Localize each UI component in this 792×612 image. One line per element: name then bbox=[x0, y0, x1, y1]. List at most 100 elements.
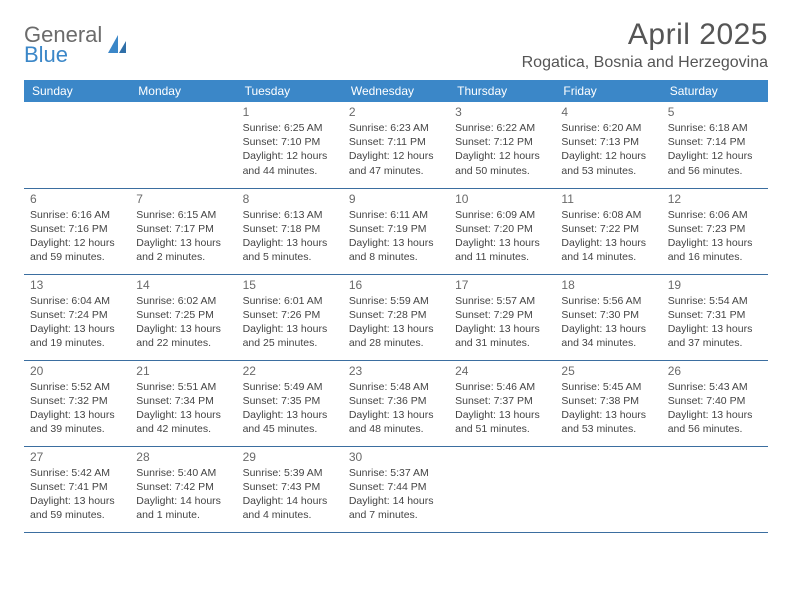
daylight-line: and 56 minutes. bbox=[668, 164, 762, 178]
sunrise-line: Sunrise: 6:22 AM bbox=[455, 121, 549, 135]
day-number: 21 bbox=[136, 364, 230, 378]
daylight-line: Daylight: 13 hours bbox=[561, 236, 655, 250]
daylight-line: and 19 minutes. bbox=[30, 336, 124, 350]
sunset-line: Sunset: 7:31 PM bbox=[668, 308, 762, 322]
calendar-empty bbox=[130, 102, 236, 188]
day-number: 1 bbox=[243, 105, 337, 119]
daylight-line: Daylight: 12 hours bbox=[243, 149, 337, 163]
calendar-empty bbox=[449, 446, 555, 532]
day-header: Saturday bbox=[662, 80, 768, 102]
sunset-line: Sunset: 7:20 PM bbox=[455, 222, 549, 236]
sunset-line: Sunset: 7:13 PM bbox=[561, 135, 655, 149]
daylight-line: Daylight: 13 hours bbox=[668, 322, 762, 336]
calendar-day: 19Sunrise: 5:54 AMSunset: 7:31 PMDayligh… bbox=[662, 274, 768, 360]
daylight-line: and 2 minutes. bbox=[136, 250, 230, 264]
title-block: April 2025 Rogatica, Bosnia and Herzegov… bbox=[522, 18, 768, 72]
sunrise-line: Sunrise: 6:13 AM bbox=[243, 208, 337, 222]
calendar-body: 1Sunrise: 6:25 AMSunset: 7:10 PMDaylight… bbox=[24, 102, 768, 532]
day-number: 8 bbox=[243, 192, 337, 206]
daylight-line: Daylight: 14 hours bbox=[243, 494, 337, 508]
sunset-line: Sunset: 7:12 PM bbox=[455, 135, 549, 149]
sunrise-line: Sunrise: 6:02 AM bbox=[136, 294, 230, 308]
daylight-line: Daylight: 13 hours bbox=[243, 408, 337, 422]
calendar-day: 2Sunrise: 6:23 AMSunset: 7:11 PMDaylight… bbox=[343, 102, 449, 188]
daylight-line: and 42 minutes. bbox=[136, 422, 230, 436]
daylight-line: and 53 minutes. bbox=[561, 422, 655, 436]
calendar-day: 18Sunrise: 5:56 AMSunset: 7:30 PMDayligh… bbox=[555, 274, 661, 360]
calendar-week: 6Sunrise: 6:16 AMSunset: 7:16 PMDaylight… bbox=[24, 188, 768, 274]
daylight-line: and 4 minutes. bbox=[243, 508, 337, 522]
brand-text: General Blue bbox=[24, 24, 102, 66]
sunset-line: Sunset: 7:34 PM bbox=[136, 394, 230, 408]
sunset-line: Sunset: 7:16 PM bbox=[30, 222, 124, 236]
daylight-line: and 50 minutes. bbox=[455, 164, 549, 178]
calendar-day: 12Sunrise: 6:06 AMSunset: 7:23 PMDayligh… bbox=[662, 188, 768, 274]
calendar-table: SundayMondayTuesdayWednesdayThursdayFrid… bbox=[24, 80, 768, 533]
calendar-empty bbox=[24, 102, 130, 188]
calendar-week: 27Sunrise: 5:42 AMSunset: 7:41 PMDayligh… bbox=[24, 446, 768, 532]
calendar-day: 10Sunrise: 6:09 AMSunset: 7:20 PMDayligh… bbox=[449, 188, 555, 274]
calendar-day: 22Sunrise: 5:49 AMSunset: 7:35 PMDayligh… bbox=[237, 360, 343, 446]
sunrise-line: Sunrise: 5:45 AM bbox=[561, 380, 655, 394]
daylight-line: Daylight: 14 hours bbox=[136, 494, 230, 508]
day-number: 16 bbox=[349, 278, 443, 292]
sunrise-line: Sunrise: 6:16 AM bbox=[30, 208, 124, 222]
daylight-line: and 44 minutes. bbox=[243, 164, 337, 178]
sunrise-line: Sunrise: 5:43 AM bbox=[668, 380, 762, 394]
daylight-line: Daylight: 13 hours bbox=[349, 236, 443, 250]
sunrise-line: Sunrise: 6:23 AM bbox=[349, 121, 443, 135]
calendar-day: 3Sunrise: 6:22 AMSunset: 7:12 PMDaylight… bbox=[449, 102, 555, 188]
daylight-line: and 34 minutes. bbox=[561, 336, 655, 350]
day-header: Sunday bbox=[24, 80, 130, 102]
calendar-day: 16Sunrise: 5:59 AMSunset: 7:28 PMDayligh… bbox=[343, 274, 449, 360]
daylight-line: and 39 minutes. bbox=[30, 422, 124, 436]
brand-blue: Blue bbox=[24, 44, 102, 66]
day-number: 14 bbox=[136, 278, 230, 292]
sunrise-line: Sunrise: 6:09 AM bbox=[455, 208, 549, 222]
calendar-day: 29Sunrise: 5:39 AMSunset: 7:43 PMDayligh… bbox=[237, 446, 343, 532]
calendar-empty bbox=[662, 446, 768, 532]
day-number: 7 bbox=[136, 192, 230, 206]
sunrise-line: Sunrise: 5:54 AM bbox=[668, 294, 762, 308]
daylight-line: Daylight: 13 hours bbox=[668, 408, 762, 422]
sunrise-line: Sunrise: 6:15 AM bbox=[136, 208, 230, 222]
calendar-day: 6Sunrise: 6:16 AMSunset: 7:16 PMDaylight… bbox=[24, 188, 130, 274]
day-header: Friday bbox=[555, 80, 661, 102]
day-number: 24 bbox=[455, 364, 549, 378]
sail-icon bbox=[106, 33, 128, 60]
daylight-line: and 59 minutes. bbox=[30, 508, 124, 522]
calendar-day: 7Sunrise: 6:15 AMSunset: 7:17 PMDaylight… bbox=[130, 188, 236, 274]
day-number: 3 bbox=[455, 105, 549, 119]
daylight-line: and 31 minutes. bbox=[455, 336, 549, 350]
sunset-line: Sunset: 7:25 PM bbox=[136, 308, 230, 322]
calendar-week: 1Sunrise: 6:25 AMSunset: 7:10 PMDaylight… bbox=[24, 102, 768, 188]
sunset-line: Sunset: 7:43 PM bbox=[243, 480, 337, 494]
sunrise-line: Sunrise: 5:37 AM bbox=[349, 466, 443, 480]
day-header: Thursday bbox=[449, 80, 555, 102]
daylight-line: Daylight: 13 hours bbox=[349, 322, 443, 336]
sunset-line: Sunset: 7:22 PM bbox=[561, 222, 655, 236]
calendar-day: 11Sunrise: 6:08 AMSunset: 7:22 PMDayligh… bbox=[555, 188, 661, 274]
day-number: 23 bbox=[349, 364, 443, 378]
day-number: 2 bbox=[349, 105, 443, 119]
sunset-line: Sunset: 7:23 PM bbox=[668, 222, 762, 236]
sunset-line: Sunset: 7:41 PM bbox=[30, 480, 124, 494]
sunrise-line: Sunrise: 5:39 AM bbox=[243, 466, 337, 480]
daylight-line: and 16 minutes. bbox=[668, 250, 762, 264]
sunrise-line: Sunrise: 5:42 AM bbox=[30, 466, 124, 480]
sunset-line: Sunset: 7:18 PM bbox=[243, 222, 337, 236]
daylight-line: Daylight: 13 hours bbox=[455, 408, 549, 422]
day-header: Tuesday bbox=[237, 80, 343, 102]
sunrise-line: Sunrise: 6:06 AM bbox=[668, 208, 762, 222]
brand-logo: General Blue bbox=[24, 24, 128, 66]
sunset-line: Sunset: 7:35 PM bbox=[243, 394, 337, 408]
sunrise-line: Sunrise: 6:11 AM bbox=[349, 208, 443, 222]
sunrise-line: Sunrise: 5:46 AM bbox=[455, 380, 549, 394]
sunset-line: Sunset: 7:11 PM bbox=[349, 135, 443, 149]
sunrise-line: Sunrise: 5:40 AM bbox=[136, 466, 230, 480]
daylight-line: Daylight: 13 hours bbox=[455, 236, 549, 250]
calendar-day: 25Sunrise: 5:45 AMSunset: 7:38 PMDayligh… bbox=[555, 360, 661, 446]
daylight-line: Daylight: 13 hours bbox=[561, 322, 655, 336]
sunrise-line: Sunrise: 6:08 AM bbox=[561, 208, 655, 222]
day-number: 20 bbox=[30, 364, 124, 378]
